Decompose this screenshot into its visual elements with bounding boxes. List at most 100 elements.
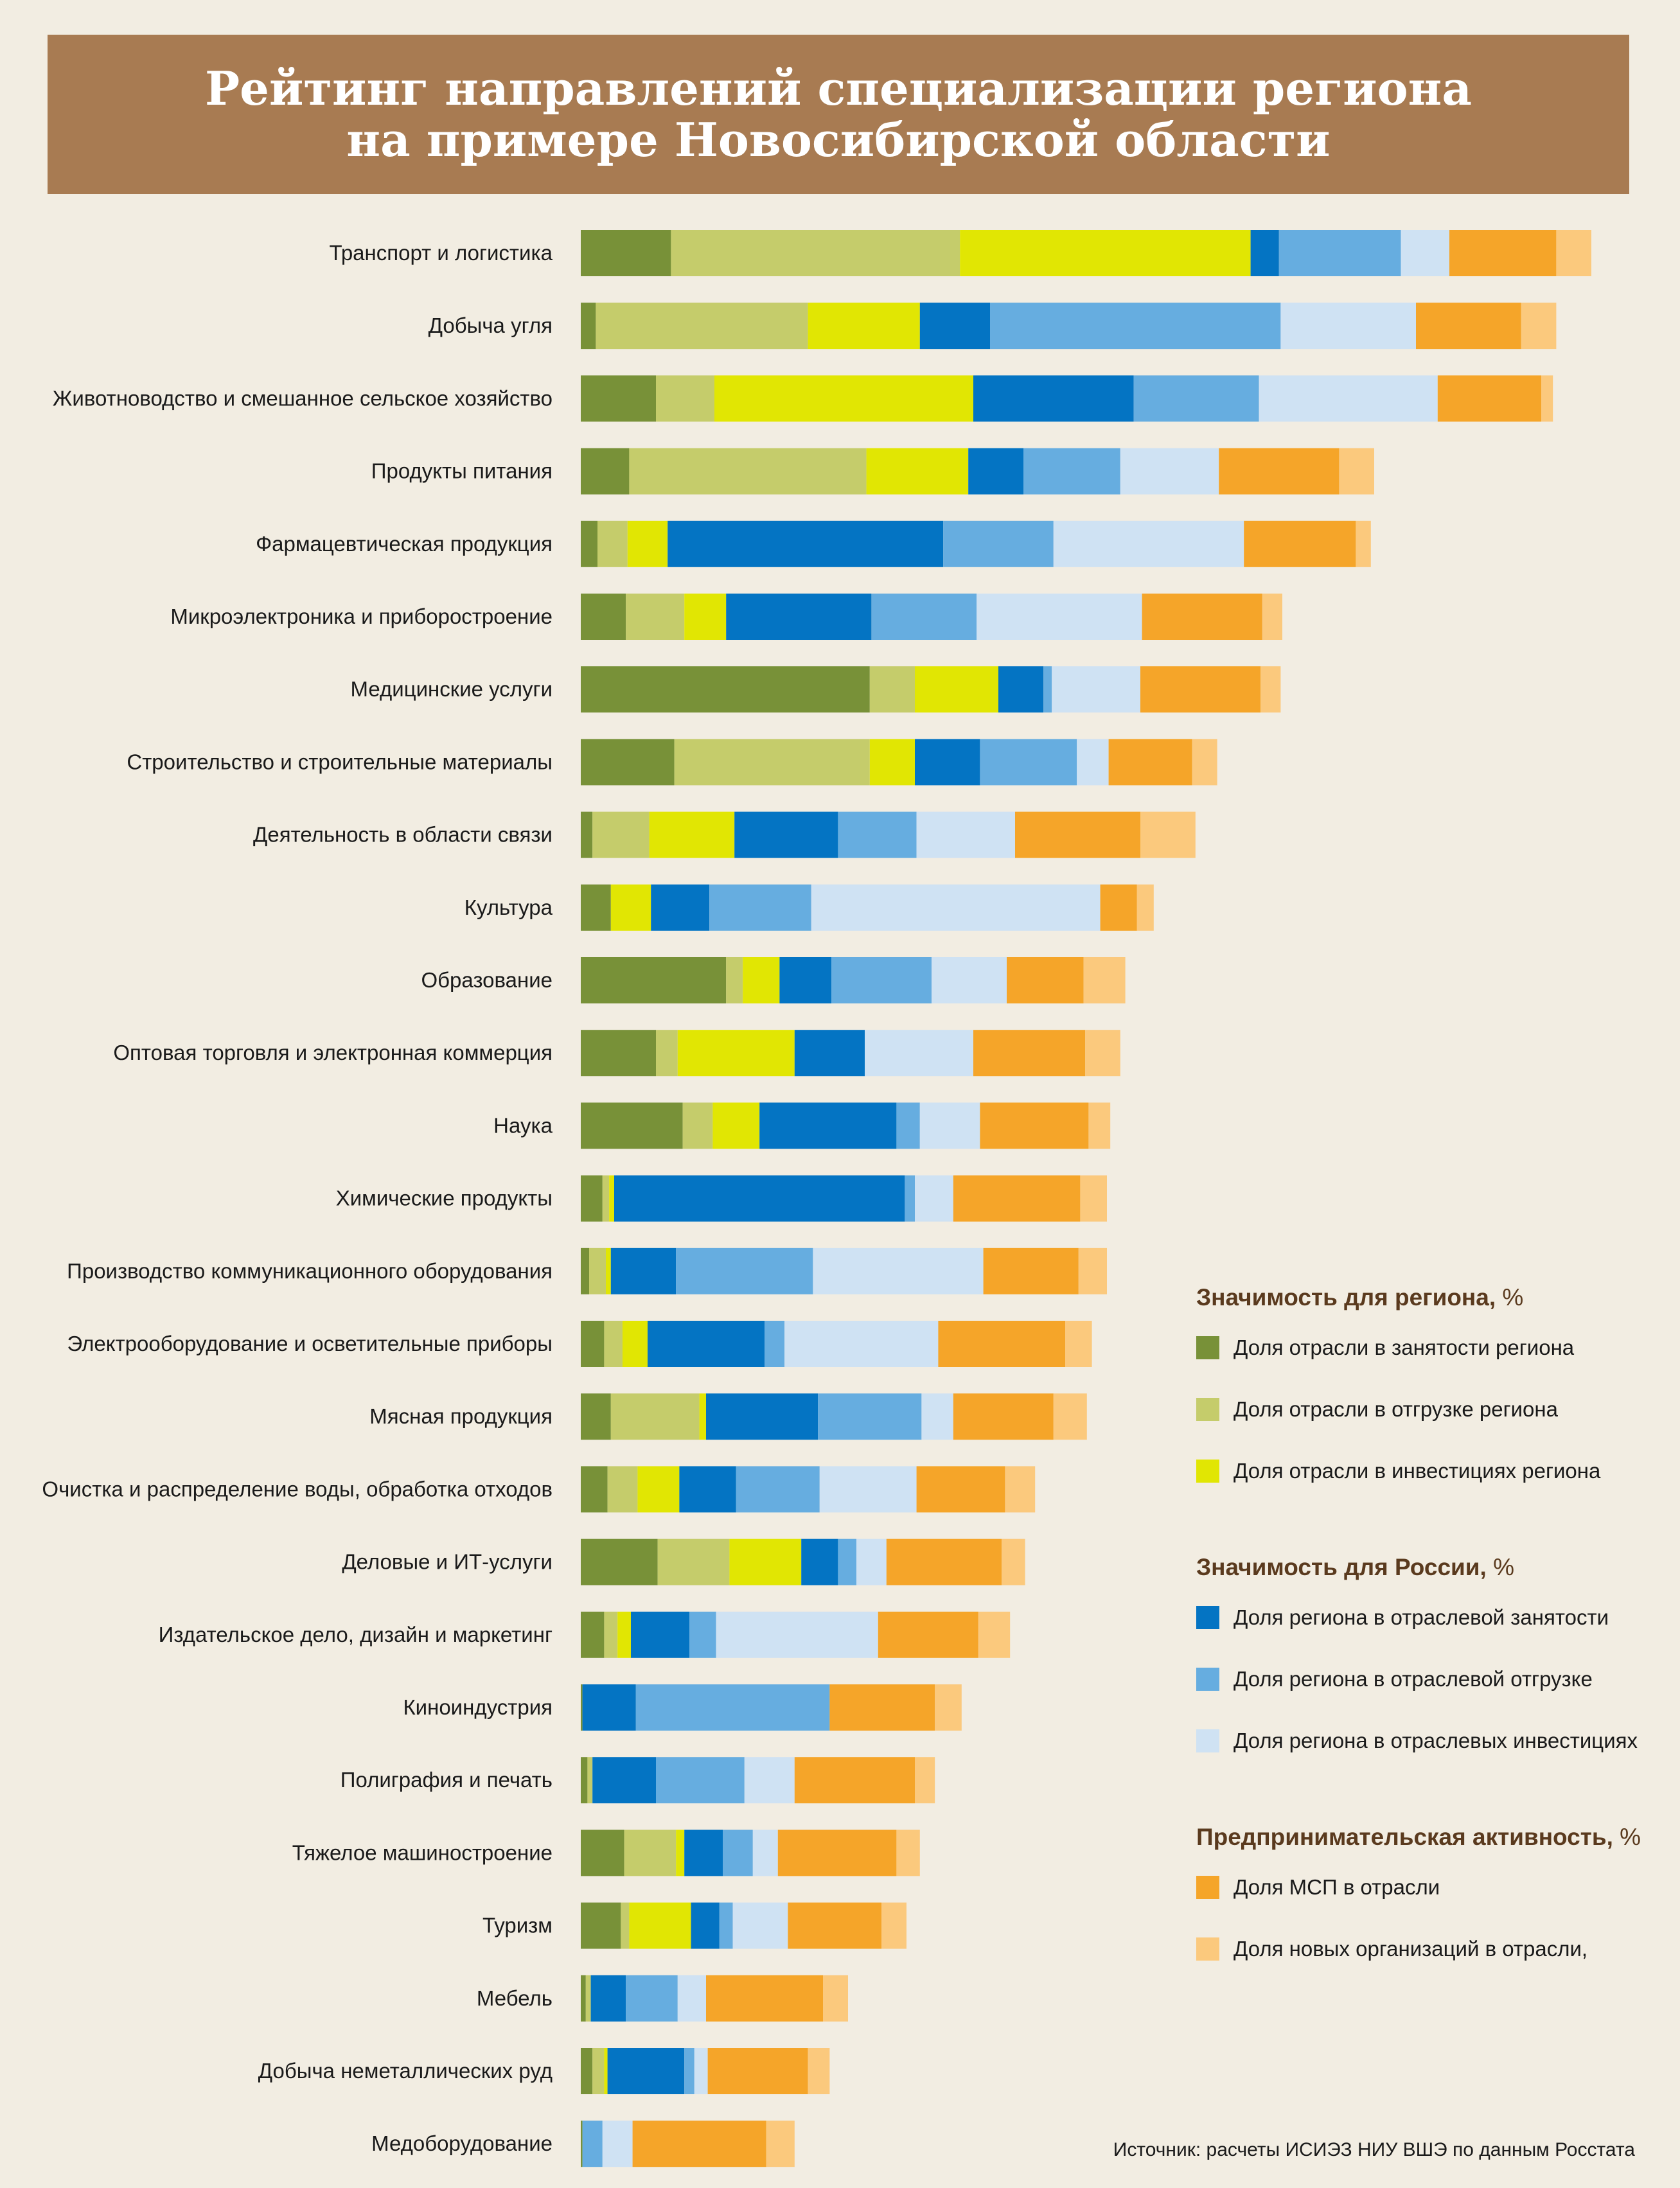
bar-segment-s7-row1 <box>1521 303 1557 349</box>
bar-segment-s5-row0 <box>1401 230 1449 276</box>
legend-swatch <box>1196 1336 1219 1359</box>
bar-segment-s4-row15 <box>765 1321 785 1367</box>
bar-segment-s2-row0 <box>960 230 1251 276</box>
bar-segment-s4-row12 <box>896 1102 920 1149</box>
category-label: Продукты питания <box>371 459 553 483</box>
bar-segment-s6-row13 <box>953 1175 1081 1222</box>
bar-segment-s4-row16 <box>818 1393 922 1440</box>
bar-segment-s4-row8 <box>838 811 917 858</box>
bar-segment-s1-row22 <box>624 1830 676 1876</box>
category-label: Тяжелое машиностроение <box>292 1840 553 1864</box>
bar-segment-s1-row17 <box>607 1466 638 1513</box>
bar-segment-s7-row14 <box>1078 1248 1107 1294</box>
bar-segment-s5-row14 <box>813 1248 984 1294</box>
bar-segment-s0-row22 <box>581 1830 624 1876</box>
bar-segment-s3-row22 <box>684 1830 723 1876</box>
bar-segment-s5-row16 <box>921 1393 953 1440</box>
bar-segment-s6-row5 <box>1142 594 1262 640</box>
bar-segment-s5-row6 <box>1052 666 1140 713</box>
bar-segment-s4-row7 <box>980 739 1077 786</box>
legend-swatch <box>1196 1729 1219 1752</box>
bar-segment-s6-row15 <box>938 1321 1065 1367</box>
chart-title-line-1: Рейтинг направлений специализации регион… <box>205 61 1472 116</box>
bar-segment-s1-row1 <box>596 303 808 349</box>
legend: Значимость для региона, % Доля отрасли в … <box>1196 1278 1659 1980</box>
category-label: Деловые и ИТ-услуги <box>342 1550 553 1574</box>
bar-segment-s4-row9 <box>709 884 811 931</box>
bar-segment-s5-row13 <box>915 1175 953 1222</box>
bar-segment-s5-row3 <box>1120 448 1219 495</box>
bar-segment-s4-row26 <box>582 2121 603 2167</box>
bar-segment-s0-row11 <box>581 1030 656 1077</box>
bar-segment-s0-row17 <box>581 1466 608 1513</box>
bar-segment-s1-row11 <box>656 1030 678 1077</box>
bar-segment-s1-row4 <box>597 520 628 567</box>
bar-segment-s1-row23 <box>621 1902 630 1949</box>
bar-segment-s4-row18 <box>838 1539 856 1585</box>
bar-segment-s0-row25 <box>581 2048 593 2094</box>
bar-segment-s1-row8 <box>592 811 650 858</box>
category-label: Мебель <box>477 1986 553 2010</box>
bar-segment-s6-row18 <box>886 1539 1002 1585</box>
bar-segment-s5-row24 <box>677 1975 706 2022</box>
bar-segment-s5-row17 <box>819 1466 917 1513</box>
bar-segment-s5-row5 <box>977 594 1142 640</box>
bar-segment-s7-row7 <box>1192 739 1217 786</box>
bar-segment-s2-row25 <box>604 2048 608 2094</box>
bar-segment-s2-row14 <box>606 1248 611 1294</box>
bar-segment-s0-row16 <box>581 1393 611 1440</box>
bar-segment-s4-row23 <box>719 1902 733 1949</box>
bar-segment-s6-row1 <box>1416 303 1521 349</box>
bar-segment-s6-row4 <box>1244 520 1356 567</box>
bar-segment-s3-row14 <box>610 1248 676 1294</box>
bar-segment-s5-row8 <box>916 811 1015 858</box>
legend-group-title: Значимость для региона, % <box>1196 1278 1659 1317</box>
bar-segment-s1-row10 <box>726 957 743 1003</box>
bar-segment-s0-row1 <box>581 303 596 349</box>
bar-segment-s6-row10 <box>1007 957 1084 1003</box>
legend-label: Доля отрасли в занятости региона <box>1233 1336 1575 1359</box>
bar-segment-s1-row0 <box>671 230 960 276</box>
bar-segment-s4-row2 <box>1133 375 1259 422</box>
legend-swatch <box>1196 1937 1219 1961</box>
bar-segment-s7-row26 <box>766 2121 795 2167</box>
bar-segment-s6-row8 <box>1015 811 1140 858</box>
bar-segment-s0-row10 <box>581 957 727 1003</box>
bar-segment-s7-row6 <box>1260 666 1281 713</box>
bar-segment-s4-row1 <box>990 303 1281 349</box>
bar-segment-s7-row10 <box>1083 957 1126 1003</box>
legend-swatch <box>1196 1398 1219 1421</box>
bar-segment-s6-row22 <box>777 1830 897 1876</box>
bar-segment-s5-row1 <box>1280 303 1416 349</box>
bar-segment-s0-row2 <box>581 375 656 422</box>
bar-segment-s4-row13 <box>905 1175 915 1222</box>
category-label: Фармацевтическая продукция <box>256 532 553 556</box>
bar-segment-s2-row6 <box>915 666 998 713</box>
bar-segment-s2-row10 <box>743 957 780 1003</box>
bar-segment-s6-row9 <box>1100 884 1137 931</box>
bar-segment-s6-row12 <box>980 1102 1089 1149</box>
bar-segment-s2-row9 <box>610 884 651 931</box>
bar-segment-s0-row9 <box>581 884 611 931</box>
bar-segment-s3-row4 <box>668 520 944 567</box>
bar-segment-s7-row20 <box>935 1684 962 1731</box>
bar-segment-s1-row5 <box>626 594 685 640</box>
bar-segment-s6-row14 <box>983 1248 1079 1294</box>
category-label: Производство коммуникационного оборудова… <box>67 1259 553 1283</box>
bar-segment-s0-row13 <box>581 1175 603 1222</box>
bar-segment-s7-row9 <box>1136 884 1154 931</box>
category-label: Транспорт и логистика <box>330 241 553 265</box>
bar-segment-s5-row2 <box>1259 375 1438 422</box>
bar-segment-s1-row7 <box>674 739 870 786</box>
bar-segment-s3-row20 <box>582 1684 636 1731</box>
bar-segment-s3-row9 <box>651 884 710 931</box>
bar-segment-s6-row17 <box>916 1466 1005 1513</box>
bar-segment-s7-row13 <box>1080 1175 1107 1222</box>
legend-group-0: Значимость для региона, % Доля отрасли в … <box>1196 1278 1659 1502</box>
bar-segment-s6-row23 <box>788 1902 881 1949</box>
legend-item: Доля МСП в отрасли <box>1196 1857 1659 1918</box>
category-label: Химические продукты <box>336 1187 553 1210</box>
bar-segment-s7-row12 <box>1088 1102 1111 1149</box>
bar-segment-s0-row12 <box>581 1102 683 1149</box>
bar-segment-s0-row4 <box>581 520 597 567</box>
